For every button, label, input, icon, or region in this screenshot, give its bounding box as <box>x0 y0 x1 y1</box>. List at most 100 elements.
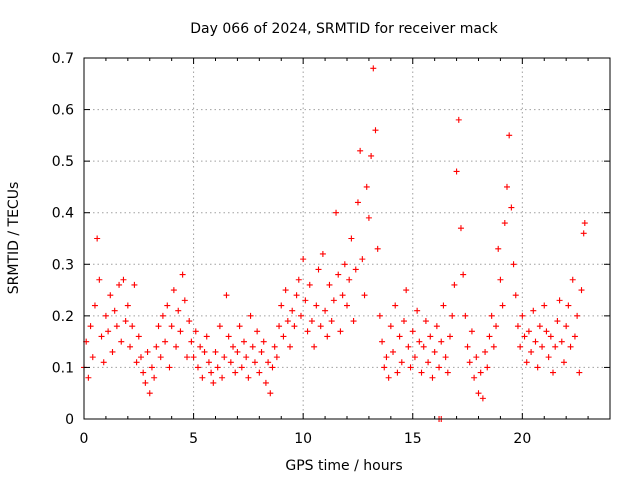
data-point <box>236 323 243 330</box>
data-point <box>192 328 199 335</box>
data-point <box>184 354 191 361</box>
data-point <box>372 127 379 134</box>
data-point <box>157 354 164 361</box>
data-point <box>495 245 502 252</box>
data-point <box>425 359 432 366</box>
data-point <box>506 132 513 139</box>
data-point <box>341 261 348 268</box>
data-point <box>438 338 445 345</box>
data-point <box>563 323 570 330</box>
data-point <box>190 354 197 361</box>
data-point <box>313 302 320 309</box>
data-point <box>457 225 464 232</box>
data-point <box>385 374 392 381</box>
data-point <box>567 343 574 350</box>
y-tick-labels: 0 0.1 0.2 0.3 0.4 0.5 0.6 0.7 <box>52 51 74 428</box>
data-point <box>308 318 315 325</box>
data-point <box>282 287 289 294</box>
data-point <box>96 276 103 283</box>
data-point <box>387 323 394 330</box>
data-point <box>153 343 160 350</box>
data-point <box>442 354 449 361</box>
data-point <box>521 333 528 340</box>
data-point <box>523 359 530 366</box>
data-point <box>383 354 390 361</box>
data-point <box>234 348 241 355</box>
data-point <box>188 338 195 345</box>
data-point <box>142 379 149 386</box>
data-point <box>580 230 587 237</box>
data-point <box>162 338 169 345</box>
data-point <box>100 359 107 366</box>
data-point <box>354 199 361 206</box>
data-point <box>91 302 98 309</box>
data-point <box>368 152 375 159</box>
data-point <box>451 281 458 288</box>
data-point <box>552 343 559 350</box>
data-point <box>258 348 265 355</box>
data-point <box>175 307 182 314</box>
data-point <box>429 374 436 381</box>
data-point <box>297 312 304 319</box>
data-point <box>243 354 250 361</box>
data-point <box>352 266 359 273</box>
data-point <box>416 338 423 345</box>
y-tick-label: 0.5 <box>52 154 74 170</box>
data-point <box>543 328 550 335</box>
data-point <box>118 338 125 345</box>
data-point <box>148 364 155 371</box>
data-point <box>574 312 581 319</box>
data-point <box>230 343 237 350</box>
data-point <box>330 297 337 304</box>
data-point <box>376 312 383 319</box>
data-point <box>381 364 388 371</box>
data-point <box>109 348 116 355</box>
data-point <box>135 333 142 340</box>
data-point <box>232 369 239 376</box>
data-point <box>497 276 504 283</box>
data-point <box>427 333 434 340</box>
data-point <box>411 354 418 361</box>
y-tick-label: 0.1 <box>52 360 74 376</box>
data-point <box>444 369 451 376</box>
data-point <box>267 390 274 397</box>
data-point <box>348 235 355 242</box>
data-point <box>289 307 296 314</box>
data-point <box>324 333 331 340</box>
data-point <box>208 369 215 376</box>
data-point <box>462 312 469 319</box>
data-point <box>365 214 372 221</box>
data-point <box>85 374 92 381</box>
data-point <box>265 359 272 366</box>
data-point <box>300 256 307 263</box>
data-point <box>177 328 184 335</box>
data-point <box>578 287 585 294</box>
data-point <box>379 338 386 345</box>
data-point <box>127 343 134 350</box>
y-tick-label: 0.7 <box>52 51 74 67</box>
y-axis-label: SRMTID / TECUs <box>6 182 22 295</box>
data-point <box>449 312 456 319</box>
data-point <box>550 369 557 376</box>
data-point <box>249 343 256 350</box>
data-point <box>447 333 454 340</box>
data-point <box>287 343 294 350</box>
data-point <box>225 333 232 340</box>
data-point <box>396 333 403 340</box>
data-point <box>453 168 460 175</box>
x-axis-label: GPS time / hours <box>285 458 402 474</box>
data-point <box>418 369 425 376</box>
data-point <box>414 307 421 314</box>
data-point <box>319 250 326 257</box>
data-point <box>164 302 171 309</box>
data-point <box>173 343 180 350</box>
data-point <box>392 302 399 309</box>
data-point <box>216 323 223 330</box>
data-point <box>471 374 478 381</box>
data-point <box>436 364 443 371</box>
data-point <box>306 281 313 288</box>
data-point <box>333 209 340 216</box>
data-point <box>251 359 258 366</box>
data-point <box>510 261 517 268</box>
